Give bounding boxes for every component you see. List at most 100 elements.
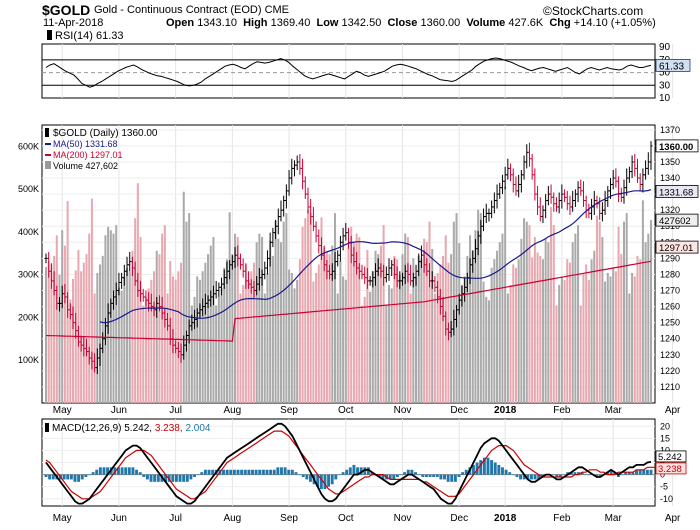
volume-bar (625, 213, 628, 403)
close-label: Close (387, 17, 418, 29)
macd-hist-bar (319, 474, 323, 490)
volume-bar (317, 264, 320, 403)
ma200-legend: MA(200) 1297.01 (53, 150, 123, 160)
volume-bar (641, 200, 644, 403)
volume-bar (188, 213, 191, 403)
volume-bar (550, 207, 553, 403)
price-tick-label: 1350 (660, 157, 680, 167)
volume-bar (423, 238, 426, 403)
macd-hist-bar (377, 474, 381, 477)
macd-hist-bar (577, 472, 580, 475)
volume-bar (398, 274, 401, 403)
volume-bar (366, 249, 369, 403)
volume-bar (247, 279, 250, 403)
macd-hist-bar (98, 467, 102, 475)
volume-bar (622, 221, 626, 403)
macd-hist-bar (88, 474, 91, 476)
low-label: Low (316, 17, 339, 29)
volume-bar (288, 269, 291, 403)
volume-bar (612, 267, 615, 403)
month-label-bottom: Oct (338, 513, 354, 524)
ma50-value-label: 1331.68 (659, 187, 693, 198)
macd-hist-bar (562, 474, 566, 476)
volume-bar (180, 262, 183, 403)
month-label: Apr (665, 405, 681, 416)
macd-hist-bar (200, 472, 204, 475)
volume-bar (223, 267, 226, 403)
volume-bar (509, 284, 512, 403)
macd-hist-bar (540, 474, 544, 477)
volume-bar (304, 218, 307, 403)
macd-hist-bar (51, 474, 55, 480)
volume-bar (617, 226, 620, 403)
macd-hist-bar (620, 474, 624, 476)
month-label-bottom: Jun (111, 513, 127, 524)
macd-hist-bar (399, 474, 403, 476)
volume-bar (312, 281, 315, 403)
macd-hist-bar (269, 469, 273, 475)
macd-hist-bar (642, 469, 646, 475)
macd-hist-bar (62, 474, 66, 480)
macd-hist-bar (388, 474, 392, 480)
macd-hist-bar (450, 474, 454, 482)
macd-tick-label: 10 (660, 445, 670, 455)
macd-hist-bar (345, 469, 349, 475)
volume-bar (185, 221, 188, 403)
macd-hist-bar (232, 469, 236, 475)
month-label-bottom: May (53, 513, 72, 524)
volume-bar (579, 305, 582, 403)
macd-hist-bar (66, 474, 70, 480)
high-value: 1369.40 (270, 17, 311, 29)
macd-hist-bar (453, 474, 457, 482)
macd-hist-bar (537, 474, 541, 480)
macd-tick-label: 0 (660, 470, 665, 480)
volume-bar (415, 276, 418, 403)
macd-legend-hist: 2.004 (185, 423, 210, 434)
price-tick-label: 1340 (660, 173, 680, 183)
price-tick-label: 1370 (660, 125, 680, 135)
macd-hist-bar (127, 467, 131, 475)
volume-bar (566, 259, 569, 403)
rsi-last-label: 61.33 (659, 61, 684, 72)
macd-tick-label: 5 (660, 458, 665, 468)
macd-hist-bar (461, 472, 465, 475)
macd-hist-bar (309, 474, 312, 482)
volume-bar (425, 242, 428, 403)
macd-hist-bar (77, 474, 81, 482)
price-bar (649, 141, 653, 170)
macd-hist-bar (287, 469, 291, 475)
volume-bar (620, 254, 623, 403)
macd-hist-bar (131, 467, 135, 475)
macd-line (45, 422, 652, 505)
macd-hist-bar (225, 469, 229, 475)
volume-bar (225, 259, 228, 403)
month-label: 2018 (494, 405, 517, 416)
macd-hist-bar (475, 462, 479, 475)
macd-hist-bar (316, 474, 320, 487)
volume-bar (563, 279, 566, 403)
volume-bar (409, 293, 412, 403)
macd-signal-label: 3.238 (658, 464, 682, 475)
macd-legend-swatch (45, 423, 49, 432)
volume-bar (458, 243, 461, 403)
volume-legend: Volume 427,602 (53, 161, 118, 171)
volume-bar (506, 293, 509, 403)
macd-hist-bar (580, 472, 584, 475)
volume-bar (547, 242, 550, 403)
macd-hist-bar (406, 469, 410, 475)
volume-bar (182, 191, 185, 403)
volume-bar (390, 288, 393, 403)
volume-bar (431, 249, 434, 403)
volume-bar (436, 272, 439, 403)
volume-bar (587, 279, 590, 403)
volume-bar (523, 218, 526, 403)
macd-hist-bar (229, 469, 233, 475)
macd-hist-bar (508, 472, 512, 475)
macd-hist-bar (247, 469, 251, 475)
volume-tick-label: 400K (18, 227, 39, 237)
macd-hist-bar (243, 469, 247, 475)
macd-hist-bar (323, 474, 327, 490)
volume-bar (139, 237, 142, 403)
volume-bar (53, 255, 56, 403)
macd-hist-bar (178, 474, 182, 482)
